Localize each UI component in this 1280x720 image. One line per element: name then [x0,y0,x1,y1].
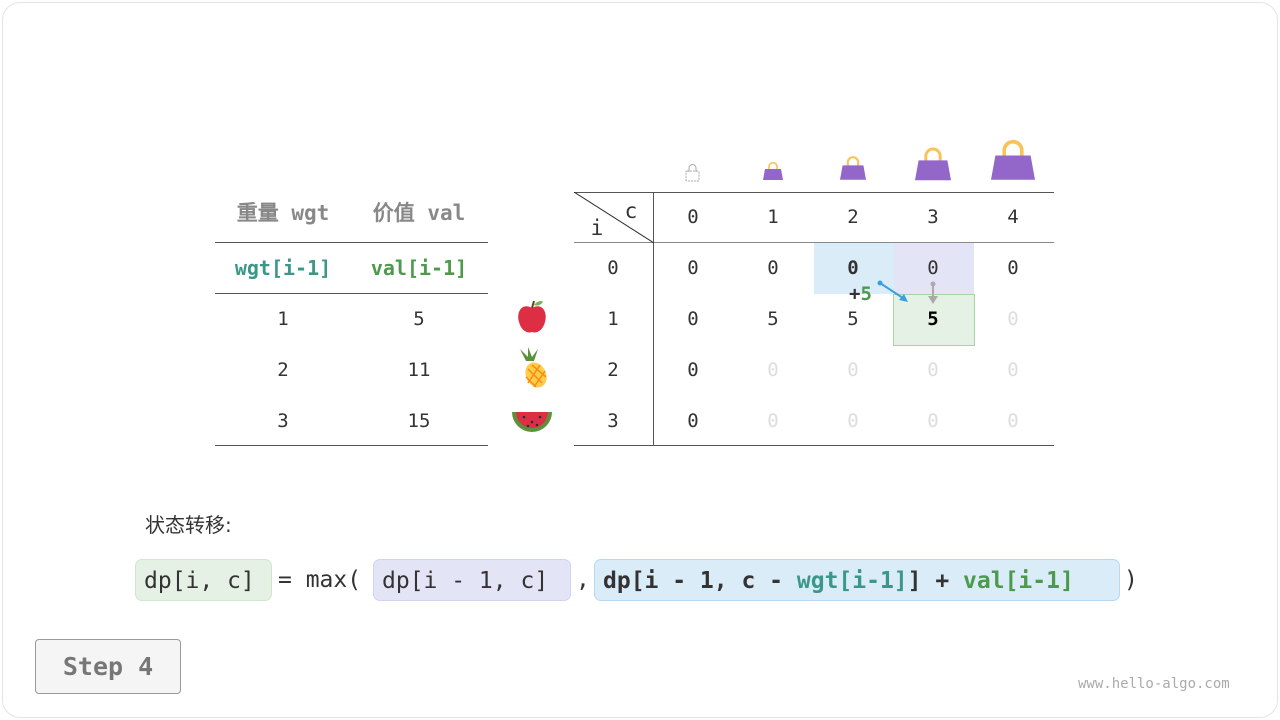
row-label: 0 [607,257,619,279]
value-cell: 15 [407,410,431,432]
opt2-val: val[i-1] [963,568,1074,594]
capacity-header: 2 [847,206,859,228]
dp-cell: 0 [927,257,939,279]
capacity-header: 0 [687,206,699,228]
watermark: www.hello-algo.com [1078,676,1230,692]
value-cell: 11 [407,359,431,381]
dp-cell: 0 [927,359,939,381]
bag-icon [840,156,866,180]
header-weight: 重量 wgt [236,201,330,225]
source-diag-highlight [814,243,894,294]
dp-cell: 5 [767,308,779,330]
dp-cell: 0 [1007,359,1019,381]
dp-cell: 0 [1007,308,1019,330]
dp-cell: 0 [767,410,779,432]
subheader-val: val[i-1] [370,256,468,280]
formula-option-1: dp[i - 1, c] [373,559,571,601]
dp-cell: 0 [767,359,779,381]
formula-title: 状态转移: [145,513,232,537]
divider [574,445,1054,446]
header-value: 价值 val [372,201,466,225]
dp-cell: 0 [1007,257,1019,279]
value-cell: 5 [413,308,425,330]
dp-cell: 0 [687,410,699,432]
weight-cell: 2 [277,359,289,381]
row-label: 3 [607,410,619,432]
dp-cell: 0 [847,257,859,279]
step-button[interactable]: Step 4 [35,639,181,694]
bag-icon [915,147,951,180]
divider [215,293,488,294]
formula-close: ) [1124,567,1138,593]
bag-icon [991,140,1035,180]
dp-cell: 0 [1007,410,1019,432]
opt2-part: dp[i - 1, c - [603,568,797,594]
watermelon-icon [512,412,552,432]
plus-value-label: +5 [849,283,872,305]
capacity-header: 4 [1007,206,1019,228]
divider [215,445,488,446]
weight-cell: 1 [277,308,289,330]
subheader-wgt: wgt[i-1] [234,256,332,280]
row-label: 1 [607,308,619,330]
opt2-part: ] + [907,568,964,594]
dp-cell: 0 [687,257,699,279]
divider [653,192,654,446]
formula-eq: = max( [278,567,362,593]
dp-cell: 0 [687,308,699,330]
capacity-header: 3 [927,206,939,228]
corner-diagonal [574,192,654,243]
row-label: 2 [607,359,619,381]
bag-icon [763,161,783,180]
dp-cell: 5 [847,308,859,330]
dp-cell: 0 [847,410,859,432]
divider [574,242,1054,243]
dp-cell: 0 [687,359,699,381]
capacity-header: 1 [767,206,779,228]
dp-cell: 0 [767,257,779,279]
dp-cell: 5 [927,308,939,330]
bag-icon [685,164,700,182]
weight-cell: 3 [277,410,289,432]
divider [574,192,1054,193]
dp-cell: 0 [927,410,939,432]
transition-arrows [877,280,938,304]
formula-option-2: dp[i - 1, c - wgt[i-1]] + val[i-1] [594,559,1120,601]
current-cell-highlight [893,294,975,346]
plus-value: 5 [860,283,872,305]
apple-icon [518,300,546,333]
pineapple-icon [520,347,547,388]
formula-comma: , [576,567,590,593]
opt2-wgt: wgt[i-1] [796,568,908,594]
plus-sign: + [849,283,861,305]
dp-cell: 0 [847,359,859,381]
formula-lhs: dp[i, c] [135,559,272,601]
divider [215,242,488,243]
corner-c: c [624,199,638,223]
corner-i: i [590,216,604,240]
